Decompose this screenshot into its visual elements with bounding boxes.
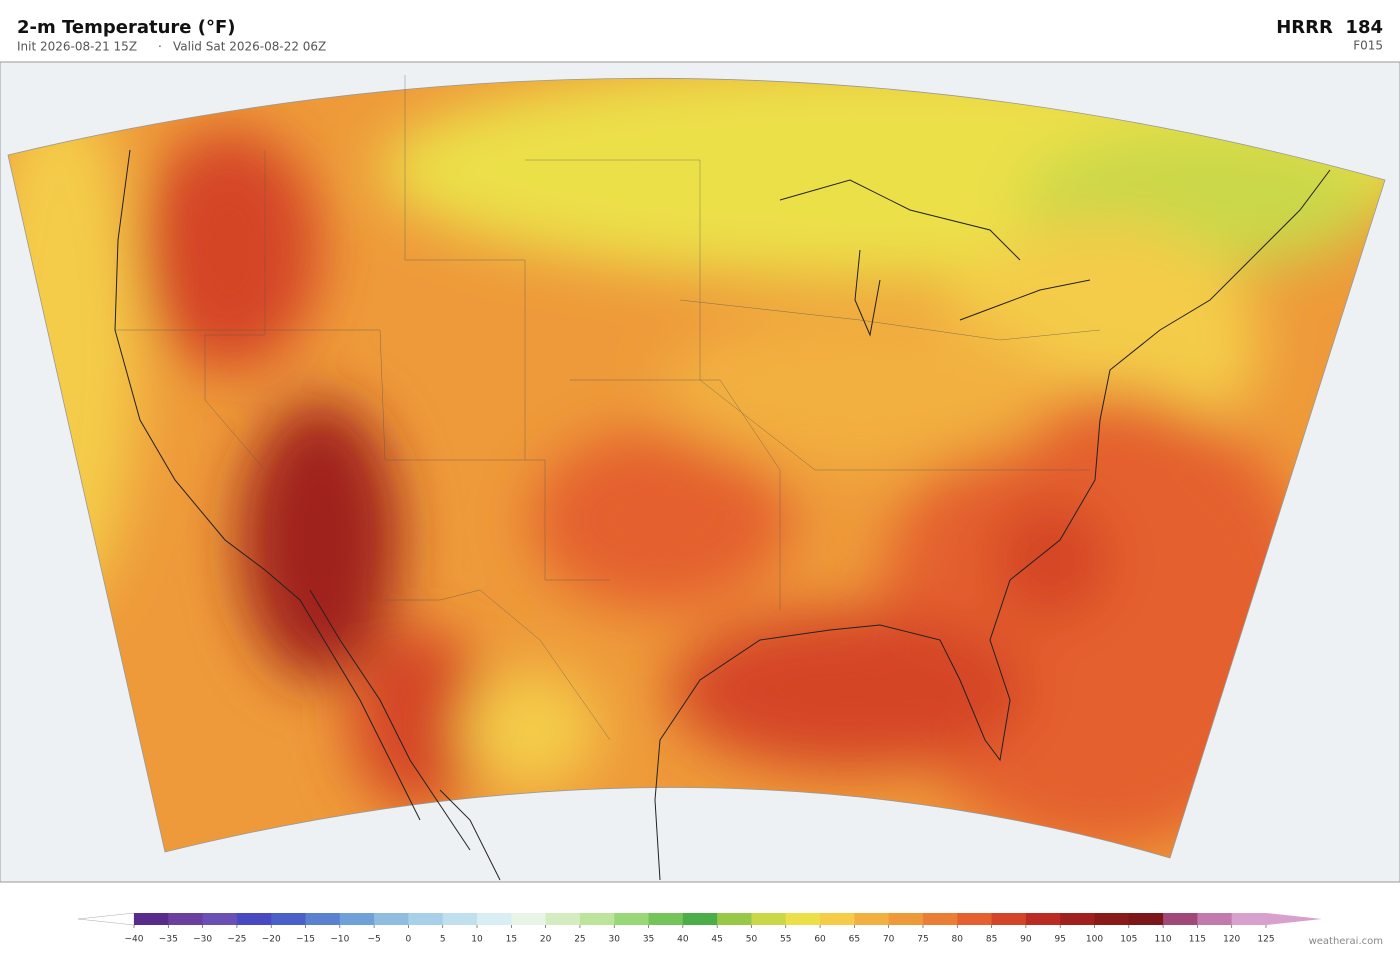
colorbar-bin [511, 913, 547, 925]
colorbar-over [1266, 913, 1322, 925]
colorbar-bin [888, 913, 924, 925]
colorbar-bin [305, 913, 341, 925]
colorbar-tick-label: −35 [159, 935, 178, 945]
colorbar-bin [922, 913, 958, 925]
colorbar-bin [374, 913, 409, 925]
colorbar-tick-label: 70 [883, 935, 895, 945]
domain-border [7, 77, 1386, 859]
colorbar-bin [579, 913, 615, 925]
colorbar-tick-label: 10 [471, 935, 483, 945]
colorbar-bin [134, 913, 169, 925]
colorbar-tick-label: 100 [1086, 935, 1103, 945]
valid-time: Valid Sat 2026-08-22 06Z [173, 40, 326, 54]
colorbar-bin [1197, 913, 1233, 925]
colorbar-tick-label: −10 [330, 935, 349, 945]
colorbar-bin [545, 913, 581, 925]
colorbar-bin [614, 913, 650, 925]
colorbar-tick-label: 120 [1223, 935, 1240, 945]
colorbar-bin [648, 913, 684, 925]
colorbar-tick-label: 50 [746, 935, 758, 945]
colorbar-tick-label: 30 [609, 935, 621, 945]
title: 2-m Temperature (°F) [17, 17, 236, 38]
colorbar-bin [957, 913, 993, 925]
colorbar-bin [991, 913, 1027, 925]
colorbar-tick-label: 5 [440, 935, 446, 945]
colorbar-bin [339, 913, 375, 925]
colorbar-bin [1231, 913, 1267, 925]
colorbar-bin [271, 913, 307, 925]
colorbar-tick-label: 90 [1020, 935, 1032, 945]
watermark: weatherai.com [1309, 936, 1383, 947]
colorbar-bin [682, 913, 718, 925]
colorbar-tick-label: 15 [506, 935, 517, 945]
temperature-field [8, 78, 1385, 858]
colorbar-bin [1128, 913, 1164, 925]
colorbar-tick-label: 105 [1120, 935, 1137, 945]
colorbar-bin [408, 913, 444, 925]
colorbar-tick-label: 75 [917, 935, 928, 945]
colorbar-bin [1163, 913, 1198, 925]
forecast-hour: F015 [1353, 39, 1383, 53]
model-name: HRRR 184 [1276, 17, 1383, 38]
colorbar-tick-label: −30 [193, 935, 212, 945]
colorbar-bin [751, 913, 787, 925]
colorbar-tick-label: 125 [1257, 935, 1274, 945]
coastlines [114, 149, 1331, 881]
colorbar-bin [1060, 913, 1095, 925]
colorbar-tick-label: 65 [849, 935, 860, 945]
colorbar-tick-label: 35 [643, 935, 654, 945]
colorbar-bin [168, 913, 204, 925]
colorbar-bin [1094, 913, 1130, 925]
colorbar-tick-label: 0 [406, 935, 412, 945]
colorbar-tick-label: 40 [677, 935, 689, 945]
colorbar-tick-label: −5 [367, 935, 380, 945]
map [0, 61, 1400, 883]
colorbar-bin [854, 913, 890, 925]
colorbar-bin [717, 913, 752, 925]
colorbar-bin [477, 913, 512, 925]
colorbar: −40 −35 −30 −25 −20 −15 −10 −5 0 5 10 15 20 25 30 35 40 4… [77, 912, 1322, 945]
colorbar-tick-label: 95 [1054, 935, 1065, 945]
colorbar-tick-label: −20 [262, 935, 281, 945]
colorbar-bin [202, 913, 238, 925]
init-time: Init 2026-08-21 15Z [17, 40, 137, 54]
colorbar-bin [442, 913, 478, 925]
colorbar-tick-label: 20 [540, 935, 552, 945]
colorbar-under [77, 912, 135, 926]
colorbar-bin [820, 913, 855, 925]
colorbar-tick-label: 55 [780, 935, 791, 945]
colorbar-tick-label: −40 [125, 935, 144, 945]
colorbar-bin [785, 913, 821, 925]
colorbar-tick-label: 60 [814, 935, 826, 945]
colorbar-tick-label: 80 [952, 935, 964, 945]
separator: · [158, 40, 162, 54]
colorbar-bin [1025, 913, 1061, 925]
colorbar-tick-label: 85 [986, 935, 997, 945]
colorbar-tick-label: 45 [711, 935, 722, 945]
colorbar-tick-label: −25 [227, 935, 246, 945]
colorbar-tick-label: 25 [574, 935, 585, 945]
colorbar-tick-label: −15 [296, 935, 315, 945]
colorbar-tick-label: 115 [1189, 935, 1206, 945]
state-borders [115, 75, 1101, 741]
colorbar-tick-label: 110 [1154, 935, 1171, 945]
colorbar-bin [236, 913, 272, 925]
